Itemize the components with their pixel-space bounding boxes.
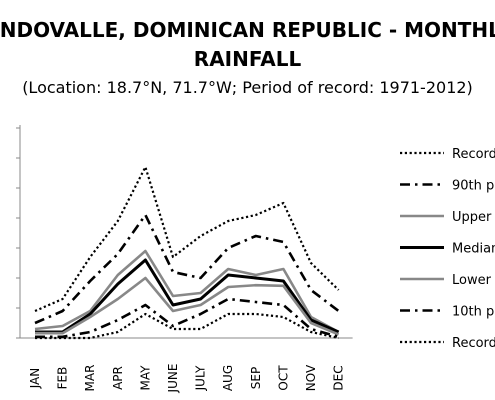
x-tick-label: MAR (83, 365, 97, 392)
x-tick-label: JULY (194, 365, 208, 391)
legend-label-record-low: Record low (452, 336, 495, 351)
x-tick-label: APR (111, 366, 125, 390)
legend-label-10th-percentile: 10th percentile (452, 305, 495, 320)
legend-label-median: Median (452, 242, 495, 257)
series-line-10th-percentile (35, 297, 339, 339)
x-tick-label: DEC (332, 365, 346, 390)
legend-item-record-high: Record high (400, 147, 495, 162)
x-tick-label: AUG (221, 365, 235, 391)
chart-subtitle: (Location: 18.7°N, 71.7°W; Period of rec… (22, 78, 473, 97)
legend-item-upper-quartile: Upper quartile (400, 210, 495, 225)
x-tick-label: MAY (138, 365, 152, 391)
x-tick-label: JAN (28, 368, 42, 390)
chart-title-line2: RAINFALL (193, 47, 302, 71)
x-tick-label: NOV (304, 364, 318, 391)
x-tick-label: OCT (276, 365, 290, 391)
legend-item-median: Median (400, 242, 495, 257)
series-line-90th-percentile (34, 213, 340, 325)
legend-label-90th-percentile: 90th percentile (452, 179, 495, 194)
x-tick-label: SEP (249, 367, 263, 389)
x-tick-label: FEB (56, 367, 70, 390)
legend-label-upper-quartile: Upper quartile (452, 210, 495, 225)
legend-label-record-high: Record high (452, 147, 495, 162)
series-line-median (35, 258, 340, 334)
series-line-upper-quartile (34, 249, 340, 334)
series-line-record-high (34, 165, 340, 313)
legend-label-lower-quartile: Lower quartile (452, 273, 495, 288)
x-tick-label: JUNE (166, 364, 180, 394)
legend-item-10th-percentile: 10th percentile (400, 305, 495, 320)
series-line-lower-quartile (35, 276, 340, 336)
legend-item-90th-percentile: 90th percentile (400, 179, 495, 194)
legend-item-record-low: Record low (400, 336, 495, 351)
chart-title-line1: ONDOVALLE, DOMINICAN REPUBLIC - MONTHLY (0, 18, 495, 42)
legend-item-lower-quartile: Lower quartile (400, 273, 495, 288)
